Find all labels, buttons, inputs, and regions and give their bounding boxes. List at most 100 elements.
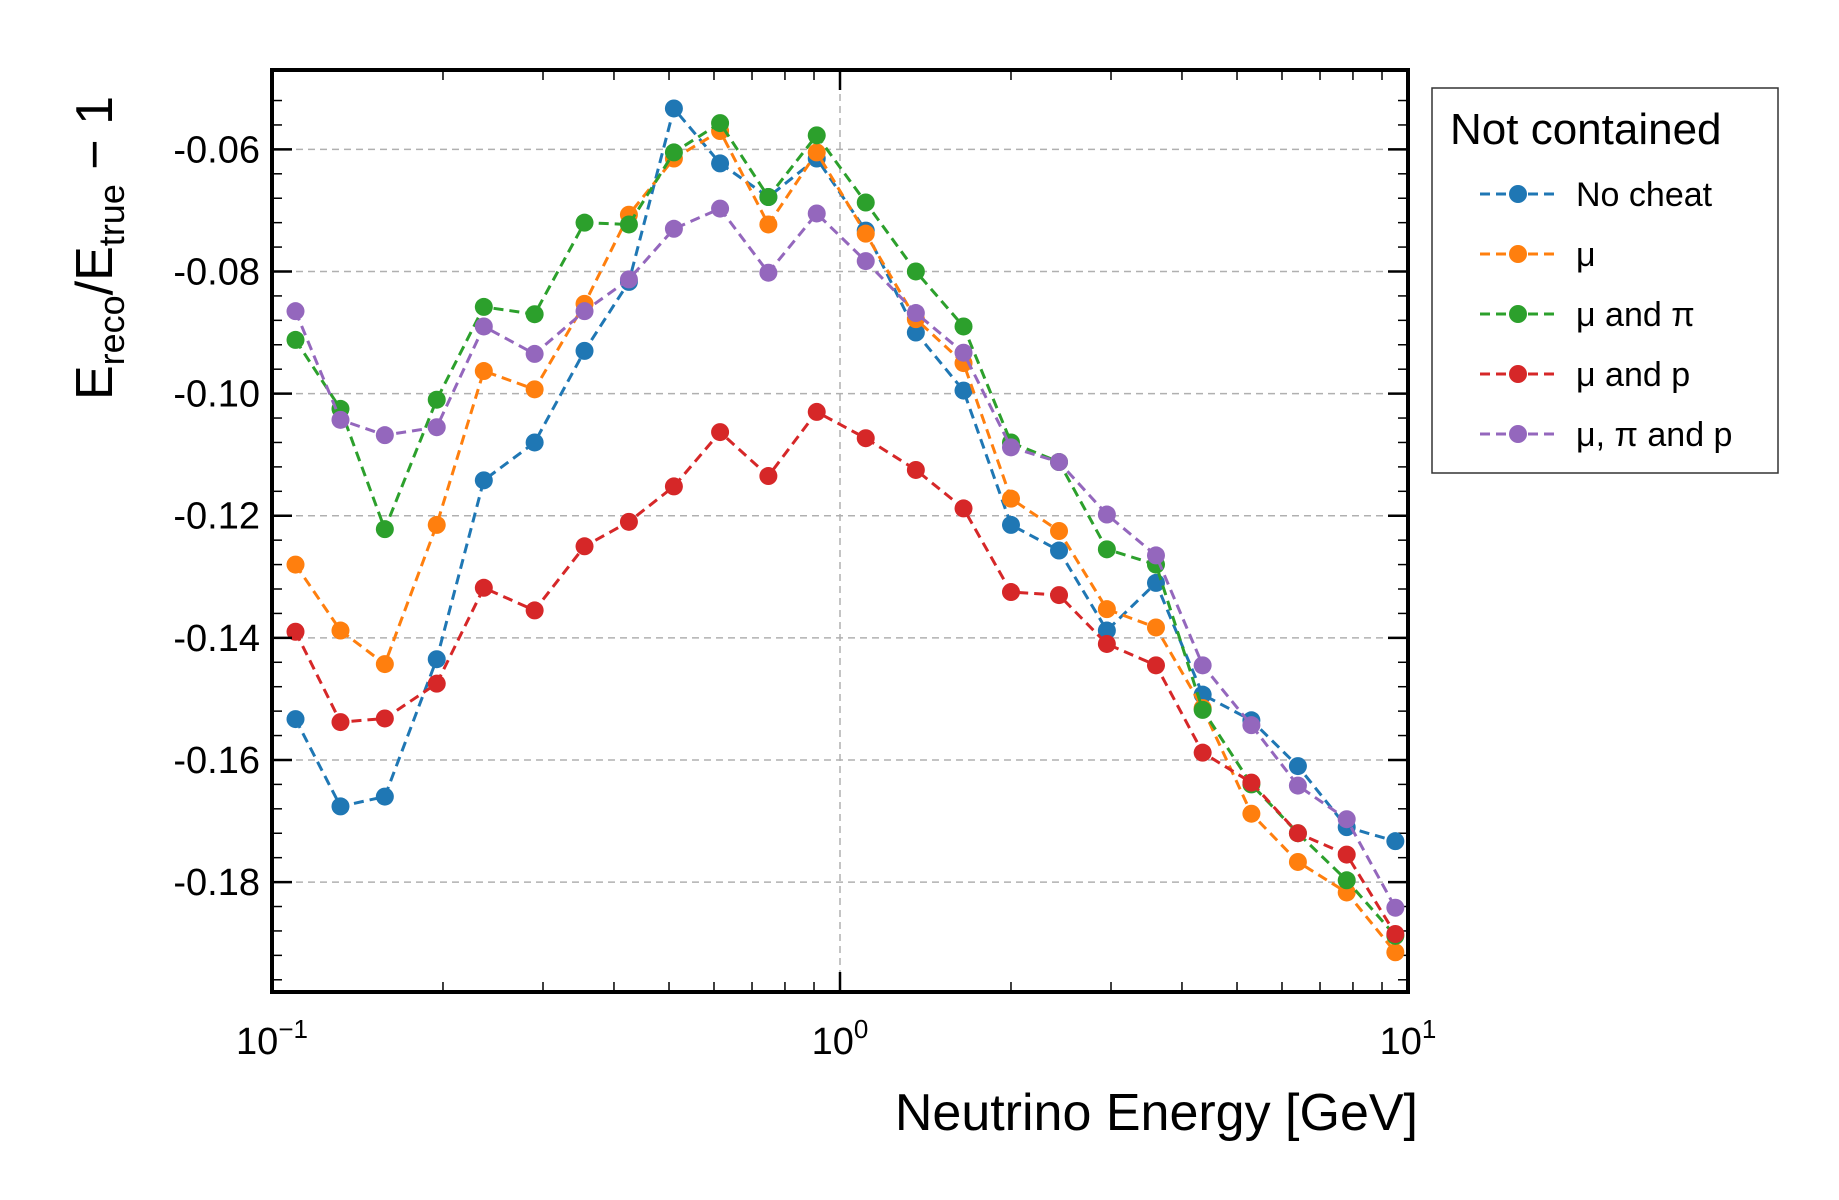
- y-tick-label: -0.10: [173, 374, 260, 416]
- data-point: [807, 402, 826, 421]
- legend-marker: [1509, 185, 1527, 203]
- data-point: [1146, 618, 1165, 637]
- data-point: [1386, 832, 1405, 851]
- y-axis-title-mid: /E: [66, 246, 124, 295]
- data-point: [1386, 898, 1405, 917]
- data-point: [856, 252, 875, 271]
- data-point: [427, 390, 446, 409]
- data-point: [1337, 871, 1356, 890]
- data-point: [286, 710, 305, 729]
- data-point: [1097, 505, 1116, 524]
- series-line: [294, 128, 1397, 954]
- legend-marker: [1509, 245, 1527, 263]
- data-point: [1242, 716, 1261, 735]
- data-point: [1001, 583, 1020, 602]
- data-point: [331, 797, 350, 816]
- data-point: [427, 650, 446, 669]
- data-point: [711, 199, 730, 218]
- legend-marker: [1509, 305, 1527, 323]
- legend-entry: No cheat: [1480, 176, 1713, 214]
- data-point: [1242, 804, 1261, 823]
- data-point: [807, 204, 826, 223]
- data-point: [525, 433, 544, 452]
- data-point: [1001, 489, 1020, 508]
- y-axis-title-sub-true: true: [91, 184, 132, 246]
- series-line: [294, 121, 1397, 937]
- legend-label: μ and π: [1576, 296, 1695, 334]
- data-point: [427, 515, 446, 534]
- data-point: [1097, 600, 1116, 619]
- legend-marker: [1509, 365, 1527, 383]
- data-point: [1097, 540, 1116, 559]
- y-tick-labels: -0.06 -0.08 -0.10 -0.12 -0.14 -0.16 -0.18: [173, 129, 260, 904]
- data-point: [427, 418, 446, 437]
- legend: Not contained No cheat μ μ and π μ and p μ, …: [1431, 87, 1779, 474]
- data-point: [375, 787, 394, 806]
- data-point: [906, 460, 925, 479]
- series-3: [286, 402, 1405, 943]
- data-point: [474, 317, 493, 336]
- data-point: [375, 426, 394, 445]
- y-tick-label: -0.14: [173, 618, 260, 660]
- data-point: [474, 297, 493, 316]
- data-point: [1050, 453, 1069, 472]
- data-point: [759, 467, 778, 486]
- data-point: [1288, 757, 1307, 776]
- data-point: [525, 305, 544, 324]
- data-point: [525, 380, 544, 399]
- data-point: [759, 188, 778, 207]
- data-point: [619, 270, 638, 289]
- y-axis-title: Ereco/Etrue − 1: [66, 96, 132, 400]
- data-point: [619, 512, 638, 531]
- data-point: [331, 713, 350, 732]
- data-point: [525, 601, 544, 620]
- legend-label: μ, π and p: [1576, 416, 1732, 454]
- data-point: [906, 304, 925, 323]
- data-point: [664, 143, 683, 162]
- data-point: [1146, 546, 1165, 565]
- series-line: [294, 409, 1397, 935]
- legend-entry: μ, π and p: [1480, 416, 1732, 454]
- data-point: [1386, 943, 1405, 962]
- data-point: [575, 302, 594, 321]
- data-point: [286, 555, 305, 574]
- legend-items: No cheat μ μ and π μ and p μ, π and p: [1480, 176, 1732, 454]
- data-point: [664, 99, 683, 118]
- legend-title: Not contained: [1450, 105, 1722, 154]
- legend-label: No cheat: [1576, 176, 1713, 214]
- data-point: [1193, 743, 1212, 762]
- data-point: [711, 114, 730, 133]
- data-point: [856, 193, 875, 212]
- x-tick-label: 10−1: [236, 1014, 308, 1063]
- series-line: [294, 105, 1396, 843]
- data-point: [954, 343, 973, 362]
- data-point: [664, 477, 683, 496]
- data-point: [1193, 656, 1212, 675]
- data-point: [954, 499, 973, 518]
- data-point: [619, 215, 638, 234]
- series-1: [286, 122, 1405, 962]
- series-0: [286, 99, 1405, 851]
- y-axis-title-base: E: [66, 365, 124, 400]
- series-4: [286, 199, 1405, 917]
- data-point: [807, 143, 826, 162]
- data-point: [1146, 573, 1165, 592]
- data-point: [1337, 810, 1356, 829]
- y-tick-label: -0.06: [173, 129, 260, 171]
- data-point: [474, 578, 493, 597]
- legend-entry: μ and π: [1480, 296, 1695, 334]
- data-point: [1337, 845, 1356, 864]
- y-tick-label: -0.12: [173, 496, 260, 538]
- legend-label: μ and p: [1576, 356, 1690, 394]
- data-point: [474, 362, 493, 381]
- data-point: [1386, 924, 1405, 943]
- y-axis-title-tail: − 1: [66, 96, 124, 184]
- data-point: [856, 224, 875, 243]
- series-2: [286, 114, 1405, 945]
- data-point: [856, 429, 875, 448]
- y-tick-label: -0.18: [173, 862, 260, 904]
- legend-label: μ: [1576, 236, 1596, 274]
- data-point: [1050, 586, 1069, 605]
- data-point: [711, 423, 730, 442]
